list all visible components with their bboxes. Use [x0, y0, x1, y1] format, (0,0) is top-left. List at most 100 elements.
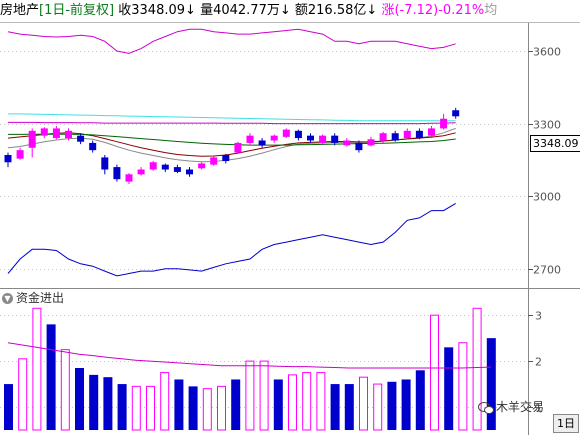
flow-bar: [415, 370, 425, 430]
upper-envelope-line: [7, 28, 456, 54]
volume-down-arrow-icon: ↓: [279, 3, 291, 18]
ma-long-line: [8, 133, 456, 146]
sub-panel-title: 资金进出: [16, 291, 65, 305]
candle-body: [173, 167, 181, 172]
flow-bar: [288, 374, 297, 431]
candle-body: [270, 135, 278, 141]
flow-bar: [89, 374, 99, 430]
flow-bar: [146, 385, 155, 431]
flow-bar: [330, 384, 340, 430]
candle-body: [258, 140, 266, 146]
candle-body: [355, 142, 363, 151]
chart-header: 房地产[1日-前复权] 收3348.09↓ 量4042.77万↓ 额216.58…: [0, 0, 528, 22]
candle-body: [210, 157, 218, 165]
sector-name: 房地产: [0, 3, 40, 18]
flow-bar: [245, 360, 255, 431]
sub-tick-label: 3: [535, 310, 542, 323]
flow-bar: [359, 376, 368, 431]
flow-bar: [4, 384, 13, 430]
flow-bar: [486, 338, 496, 430]
flow-bar: [46, 324, 56, 430]
flow-bar: [458, 342, 468, 431]
flow-bar: [18, 358, 28, 431]
price-tick-label: 3000: [533, 191, 561, 204]
flow-bar: [259, 360, 269, 431]
candle-body: [282, 129, 290, 137]
candle-body: [391, 133, 399, 141]
candle-body: [161, 164, 169, 170]
candle-body: [246, 135, 254, 143]
flow-bar: [231, 379, 241, 430]
price-tick-label: 2700: [533, 264, 561, 277]
flow-bar: [430, 314, 439, 431]
flow-bar: [217, 385, 226, 431]
flow-bar: [32, 307, 42, 431]
candle-body: [294, 130, 302, 139]
amount-label: 额216.58亿: [294, 3, 367, 18]
candle-body: [307, 135, 314, 141]
current-price-tag: 3348.09: [530, 135, 580, 152]
candle-body: [4, 155, 12, 163]
flow-bar: [444, 347, 454, 430]
down-arrow-icon[interactable]: ▼: [2, 293, 13, 304]
flow-bar: [273, 379, 283, 430]
lower-envelope-line: [7, 202, 456, 277]
change-extra: 均: [484, 3, 498, 18]
amount-down-arrow-icon: ↓: [366, 3, 378, 18]
candle-body: [403, 130, 411, 139]
flow-bar: [174, 379, 184, 430]
flow-bar: [373, 383, 383, 431]
candle-body: [40, 128, 48, 136]
flow-bar: [131, 385, 141, 431]
sub-panel-header: ▼ 资金进出: [2, 290, 64, 306]
candle-body: [440, 118, 448, 129]
candle-body: [222, 155, 230, 162]
candle-body: [367, 139, 375, 146]
flow-bar: [387, 381, 397, 430]
candle-body: [343, 140, 351, 146]
candle-body: [113, 167, 121, 180]
upper-band-line: [8, 113, 456, 122]
flow-bar: [302, 372, 312, 431]
period-tab[interactable]: 1日: [553, 414, 579, 433]
candle-body: [428, 128, 435, 136]
sub-tick-label: 1: [535, 402, 542, 415]
candle-body: [234, 142, 242, 153]
change-label: 涨(-7.12)-0.21%: [381, 3, 485, 18]
flow-bar: [472, 307, 482, 431]
flow-bar: [75, 368, 84, 430]
period-label[interactable]: [1日-前复权]: [39, 3, 115, 18]
candle-body: [379, 133, 387, 141]
candle-body: [52, 128, 60, 139]
volume-label: 量4042.77万: [200, 3, 280, 18]
flow-bar: [60, 349, 70, 431]
candle-body: [125, 174, 133, 182]
close-label: 收3348.09: [118, 3, 186, 18]
candle-body: [65, 130, 72, 139]
flow-bar: [401, 379, 411, 430]
flow-bar: [344, 384, 354, 430]
sub-tick-label: 2: [535, 356, 542, 369]
watermark-text: 木羊交易: [496, 400, 545, 414]
flow-average-line: [7, 342, 491, 369]
candle-body: [186, 169, 193, 175]
watermark: 木羊交易: [478, 398, 544, 415]
price-tick-label: 3600: [533, 46, 561, 59]
candle-body: [101, 157, 109, 170]
wechat-icon: [478, 401, 494, 414]
candle-body: [77, 135, 85, 142]
candle-body: [415, 130, 423, 139]
flow-bar: [160, 372, 170, 431]
candle-body: [149, 162, 157, 170]
candle-body: [16, 150, 24, 159]
candle-body: [198, 163, 206, 169]
flow-bar: [316, 372, 326, 431]
candle-body: [331, 135, 339, 143]
price-tick-label: 3300: [533, 119, 561, 132]
flow-bar: [117, 384, 127, 430]
flow-bar: [103, 377, 113, 430]
candle-body: [89, 142, 97, 151]
close-down-arrow-icon: ↓: [185, 3, 196, 18]
candle-body: [319, 135, 327, 143]
